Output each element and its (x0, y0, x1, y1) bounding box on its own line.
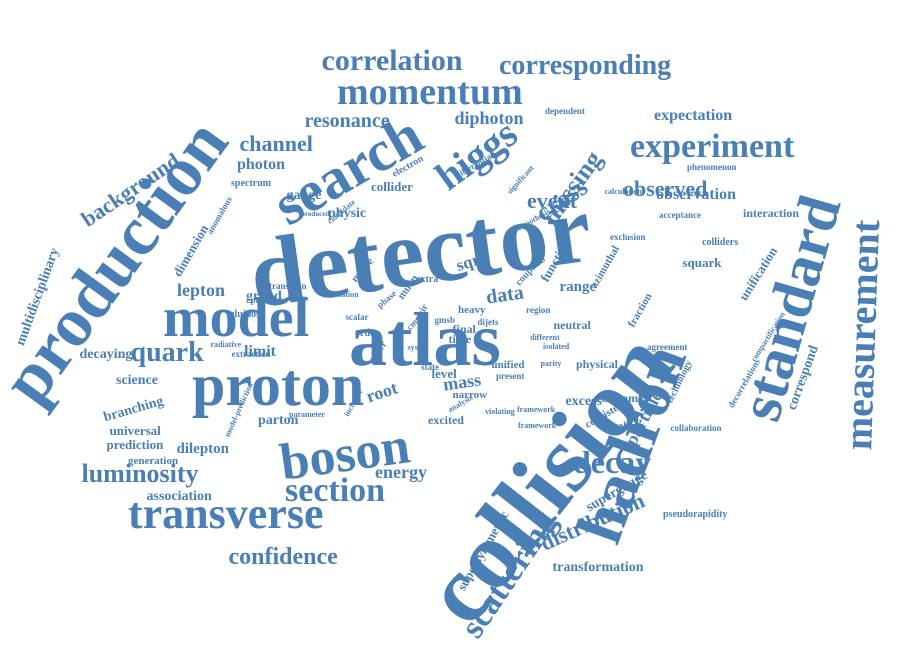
word-gluinos: gluinos (229, 309, 261, 320)
word-dijets: dijets (477, 316, 499, 327)
word-framework: framework (518, 421, 557, 430)
word-section: section (285, 472, 386, 509)
word-framework: framework (517, 405, 556, 414)
word-physic: physic (328, 206, 367, 221)
word-transverse: transverse (128, 489, 324, 538)
word-previous: previous (250, 294, 284, 305)
word-narrow: narrow (452, 388, 488, 401)
word-parity: parity (540, 359, 562, 368)
word-root: root (363, 377, 400, 407)
word-grand: grand (246, 289, 282, 304)
word-generation: generation (128, 454, 179, 467)
word-energy: energy (375, 462, 427, 482)
word-science: science (116, 373, 158, 388)
word-proton: proton (192, 352, 365, 418)
word-universal: universal (109, 422, 161, 438)
word-range: range (559, 278, 597, 295)
word-model: model (163, 287, 310, 349)
word-resonance: resonance (304, 110, 390, 132)
word-colliders: colliders (702, 237, 739, 248)
word-transformation: transformation (552, 560, 644, 575)
word-correlation: correlation (321, 44, 463, 77)
word-level: level (431, 365, 457, 381)
word-present: present (496, 370, 525, 381)
word-dilepton: dilepton (176, 440, 230, 457)
word-limit: limit (244, 343, 276, 360)
word-momentum: momentum (337, 71, 523, 113)
word-time: time (448, 332, 472, 346)
word-experiment: experiment (630, 128, 795, 165)
word-excited: excited (428, 413, 464, 427)
word-produced: produced (301, 209, 330, 218)
word-branching: branching (101, 393, 165, 426)
word-gmsb: gmsb (434, 314, 456, 325)
word-final: final (452, 322, 476, 336)
word-different: different (530, 333, 560, 342)
word-agreement: agreement (647, 341, 688, 352)
word-spectrum: spectrum (231, 178, 271, 189)
word-bottom: bottom (601, 391, 639, 405)
word-deviation: deviation (327, 290, 359, 299)
word-unified: unified (491, 358, 525, 371)
word-heavy: heavy (458, 303, 486, 316)
word-state: state (421, 361, 439, 372)
word-calculation: calculation (604, 187, 642, 196)
word-isolated: isolated (543, 342, 570, 351)
word-quark: quark (130, 337, 204, 368)
word-atlas: atlas (349, 298, 501, 382)
word-fraction: fraction (625, 290, 655, 329)
word-prediction: prediction (106, 436, 164, 452)
word-photon: photon (237, 156, 286, 173)
word-breaking: breaking (602, 419, 644, 432)
word-expectation: expectation (654, 107, 733, 124)
word-extraction: extraction (231, 348, 271, 359)
word-observed: observed (623, 176, 708, 201)
word-decay: decay (573, 444, 652, 480)
word-physical: physical (576, 357, 619, 371)
word-syst: syst (407, 343, 421, 352)
word-extra: extra (416, 274, 439, 285)
word-collaboration: collaboration (670, 422, 722, 433)
word-squark: squark (682, 254, 722, 270)
word-gauge: gauge (286, 188, 322, 203)
word-anomalous: anomalous (204, 194, 235, 236)
word-phenomenon: phenomenon (687, 161, 737, 172)
word-acceptance: acceptance (659, 209, 701, 220)
word-order: order (355, 328, 379, 339)
word-neutral: neutral (553, 318, 591, 332)
word-measurement: measurement (835, 219, 889, 451)
word-scalar: scalar (345, 311, 369, 322)
word-event: event (527, 188, 578, 213)
word-dependent: dependent (545, 105, 586, 116)
word-violating: violating (485, 407, 515, 416)
word-observation: observation (656, 186, 736, 203)
word-diphoton: diphoton (454, 108, 524, 128)
word-excess: excess (565, 394, 603, 409)
word-transition: transition (269, 280, 307, 291)
word-radiative: radiative (210, 340, 242, 349)
word-luminosity: luminosity (81, 459, 199, 488)
word-channel: channel (239, 131, 313, 156)
word-decaying: decaying (79, 347, 133, 362)
word-region: region (526, 304, 551, 315)
word-collider: collider (371, 178, 413, 194)
word-corresponding: corresponding (499, 50, 672, 81)
word-exclusion: exclusion (610, 231, 646, 242)
word-lepton: lepton (177, 280, 226, 300)
word-parton: parton (258, 413, 299, 428)
word-pseudorapidity: pseudorapidity (663, 509, 728, 520)
word-association: association (146, 489, 212, 504)
word-parameter: parameter (289, 410, 325, 419)
word-interaction: interaction (743, 206, 799, 220)
word-confidence: confidence (228, 544, 338, 570)
